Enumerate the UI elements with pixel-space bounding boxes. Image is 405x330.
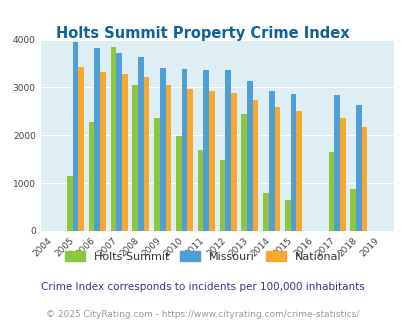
Bar	[78, 67, 84, 231]
Bar	[72, 43, 78, 231]
Legend: Holts Summit, Missouri, National: Holts Summit, Missouri, National	[60, 247, 345, 266]
Bar	[296, 111, 301, 231]
Bar	[165, 84, 171, 231]
Text: Holts Summit Property Crime Index: Holts Summit Property Crime Index	[56, 26, 349, 41]
Bar	[350, 189, 355, 231]
Bar	[247, 81, 252, 231]
Bar	[160, 68, 165, 231]
Bar	[361, 127, 367, 231]
Bar	[219, 160, 225, 231]
Bar	[209, 91, 214, 231]
Bar	[225, 70, 230, 231]
Bar	[230, 93, 236, 231]
Bar	[274, 107, 279, 231]
Bar	[284, 200, 290, 231]
Text: Crime Index corresponds to incidents per 100,000 inhabitants: Crime Index corresponds to incidents per…	[41, 282, 364, 292]
Bar	[110, 47, 116, 231]
Bar	[67, 176, 72, 231]
Bar	[154, 118, 160, 231]
Bar	[122, 74, 127, 231]
Bar	[132, 84, 138, 231]
Bar	[203, 70, 209, 231]
Bar	[252, 100, 258, 231]
Bar	[262, 193, 268, 231]
Bar	[181, 69, 187, 231]
Bar	[94, 48, 100, 231]
Text: © 2025 CityRating.com - https://www.cityrating.com/crime-statistics/: © 2025 CityRating.com - https://www.city…	[46, 310, 359, 319]
Bar	[241, 114, 247, 231]
Bar	[333, 95, 339, 231]
Bar	[187, 89, 192, 231]
Bar	[355, 105, 361, 231]
Bar	[100, 72, 106, 231]
Bar	[339, 118, 345, 231]
Bar	[176, 136, 181, 231]
Bar	[89, 122, 94, 231]
Bar	[138, 57, 143, 231]
Bar	[143, 77, 149, 231]
Bar	[197, 150, 203, 231]
Bar	[328, 152, 333, 231]
Bar	[268, 91, 274, 231]
Bar	[290, 94, 296, 231]
Bar	[116, 53, 121, 231]
